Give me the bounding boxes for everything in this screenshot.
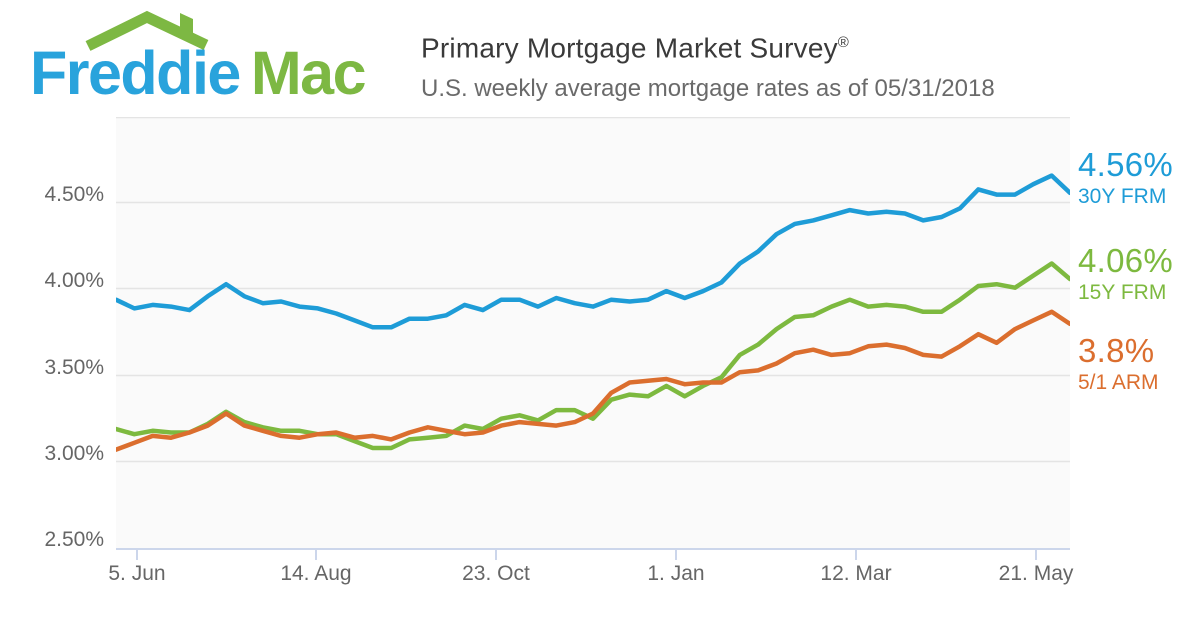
series-name-15y: 15Y FRM: [1078, 281, 1167, 304]
series-line-15y-frm: [116, 261, 1070, 451]
y-axis-label: 3.00%: [44, 441, 104, 465]
x-axis-tick: [135, 550, 138, 560]
y-axis-label: 4.50%: [44, 183, 104, 207]
x-axis-tick: [314, 550, 317, 560]
header: Primary Mortgage Market Survey® U.S. wee…: [421, 26, 995, 104]
x-axis-tick: [674, 550, 677, 560]
registered-mark: ®: [837, 34, 850, 51]
series-line-30y-frm: [116, 173, 1070, 330]
freddie-mac-logo: Freddie Mac: [30, 10, 410, 112]
logo-word-mac: Mac: [250, 39, 367, 107]
y-axis-label: 4.00%: [44, 269, 104, 293]
x-axis-tick: [494, 550, 497, 560]
current-rate-arm: 3.8%: [1078, 332, 1155, 369]
series-label-30y-frm: 4.56% 30Y FRM: [1078, 146, 1173, 210]
page-subtitle: U.S. weekly average mortgage rates as of…: [421, 75, 995, 103]
logo-wordmark: Freddie Mac: [30, 39, 367, 107]
x-axis-label: 12. Mar: [820, 562, 892, 585]
y-axis-label: 3.50%: [44, 355, 104, 379]
chart-svg: [116, 117, 1070, 463]
x-axis-label: 5. Jun: [108, 562, 166, 585]
house-roof-icon: [85, 10, 209, 51]
series-name-30y: 30Y FRM: [1078, 185, 1167, 208]
logo-word-freddie: Freddie: [30, 39, 241, 107]
current-rate-15y: 4.06%: [1078, 242, 1174, 279]
current-rate-30y: 4.56%: [1078, 146, 1174, 183]
x-axis-label: 1. Jan: [647, 562, 705, 585]
x-axis-tick: [855, 550, 858, 560]
series-label-15y-frm: 4.06% 15Y FRM: [1078, 242, 1173, 306]
series-line-5-1-arm: [116, 309, 1070, 452]
x-axis-label: 21. May: [998, 562, 1074, 585]
series-label-51-arm: 3.8% 5/1 ARM: [1078, 332, 1159, 396]
x-axis-label: 23. Oct: [462, 562, 530, 585]
y-axis-label: 2.50%: [44, 528, 104, 551]
page-title: Primary Mortgage Market Survey®: [421, 32, 850, 64]
x-axis-tick: [1035, 550, 1038, 560]
series-name-arm: 5/1 ARM: [1078, 371, 1159, 394]
x-axis-label: 14. Aug: [280, 562, 352, 585]
chart-plot-area: [116, 117, 1070, 550]
